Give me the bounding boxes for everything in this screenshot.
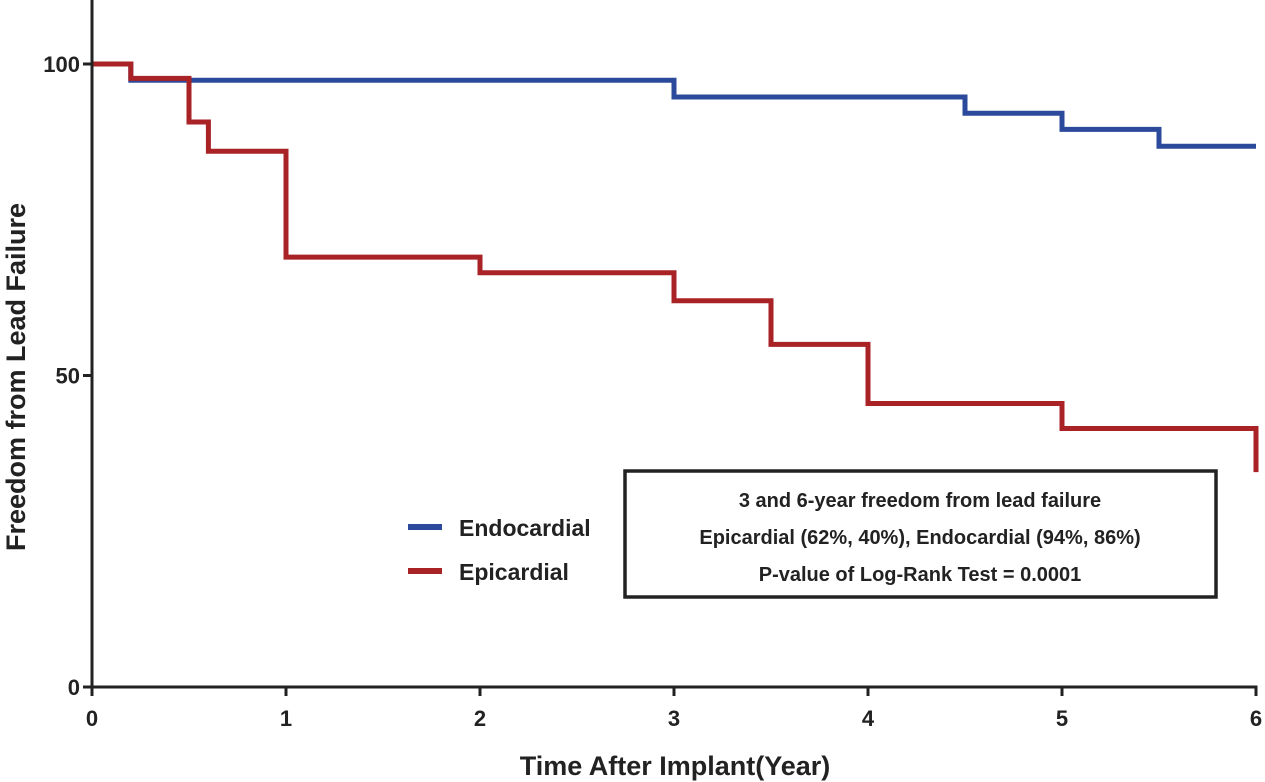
legend-label-endocardial: Endocardial — [459, 515, 591, 541]
y-tick-label: 0 — [68, 675, 80, 700]
x-tick-label: 0 — [86, 706, 98, 731]
legend: Endocardial Epicardial — [408, 515, 591, 585]
x-tick-label: 6 — [1250, 706, 1262, 731]
x-tick-label: 1 — [280, 706, 292, 731]
x-tick-label: 4 — [862, 706, 875, 731]
annotation-box-border — [623, 469, 1218, 599]
series-line-endocardial — [92, 61, 1256, 149]
annotation-box: 3 and 6-year freedom from lead failure E… — [623, 469, 1218, 599]
series-line-epicardial — [92, 61, 1259, 473]
y-tick-label: 50 — [56, 364, 80, 389]
annotation-line-1: 3 and 6-year freedom from lead failure — [739, 490, 1101, 512]
x-tick-label: 3 — [668, 706, 680, 731]
x-tick-label: 5 — [1056, 706, 1068, 731]
x-axis-title: Time After Implant(Year) — [520, 751, 831, 781]
y-axis-title: Freedom from Lead Failure — [1, 203, 31, 551]
series-layer — [92, 61, 1259, 473]
x-tick-label: 2 — [474, 706, 486, 731]
ticks-layer: 0 1 2 3 4 5 6 0 50 100 — [43, 52, 1262, 731]
annotation-line-2: Epicardial (62%, 40%), Endocardial (94%,… — [699, 527, 1140, 549]
legend-label-epicardial: Epicardial — [459, 559, 569, 585]
annotation-line-3: P-value of Log-Rank Test = 0.0001 — [759, 564, 1082, 586]
y-tick-label: 100 — [43, 52, 80, 77]
